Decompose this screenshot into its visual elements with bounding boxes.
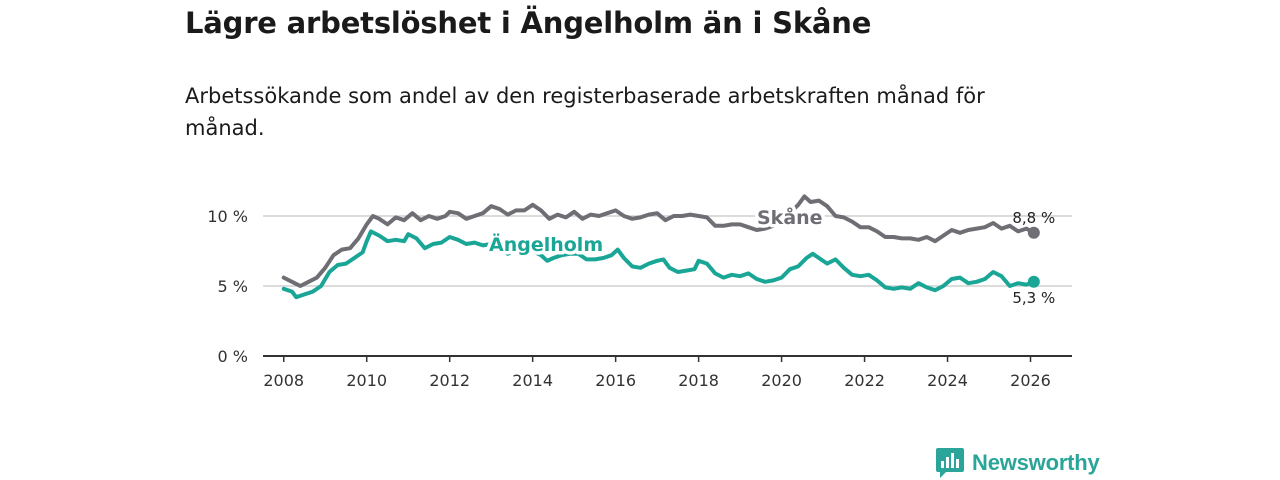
x-tick-label: 2020 — [761, 371, 802, 390]
y-tick-label: 10 % — [207, 207, 248, 226]
x-tick-label: 2010 — [346, 371, 387, 390]
grid-layer — [263, 215, 1072, 287]
newsworthy-brand: Newsworthy — [936, 448, 1100, 478]
x-tick-label: 2016 — [595, 371, 636, 390]
x-tick-label: 2014 — [512, 371, 553, 390]
series-end-label: 8,8 % — [1012, 209, 1055, 227]
newsworthy-logo-icon — [936, 448, 964, 478]
label-layer: 8,8 % 5,3 % Skåne Ängelholm — [486, 202, 1056, 307]
brand-name: Newsworthy — [972, 450, 1100, 475]
series-name-label: Ängelholm — [489, 232, 603, 256]
x-tick-label: 2008 — [263, 371, 304, 390]
series-end-label: 5,3 % — [1012, 289, 1055, 307]
series-line-angelholm — [281, 229, 1036, 300]
series-line-skane — [281, 194, 1036, 288]
x-tick-label: 2018 — [678, 371, 719, 390]
series-end-dot — [1027, 226, 1040, 239]
chart-subtitle: Arbetssökande som andel av den registerb… — [185, 84, 985, 140]
x-tick-label: 2026 — [1010, 371, 1051, 390]
y-tick-label: 0 % — [218, 347, 248, 366]
chart-title: Lägre arbetslöshet i Ängelholm än i Skån… — [185, 6, 872, 40]
series-name-label: Skåne — [757, 205, 823, 229]
x-axis: 0 % 5 % 10 % 2008 2010 2012 2014 2016 2018 2020 20… — [207, 207, 1072, 390]
series-layer — [281, 194, 1040, 300]
x-tick-label: 2012 — [429, 371, 470, 390]
y-tick-label: 5 % — [218, 277, 248, 296]
x-tick-label: 2024 — [927, 371, 968, 390]
x-tick-label: 2022 — [844, 371, 885, 390]
series-end-dot — [1027, 275, 1040, 288]
